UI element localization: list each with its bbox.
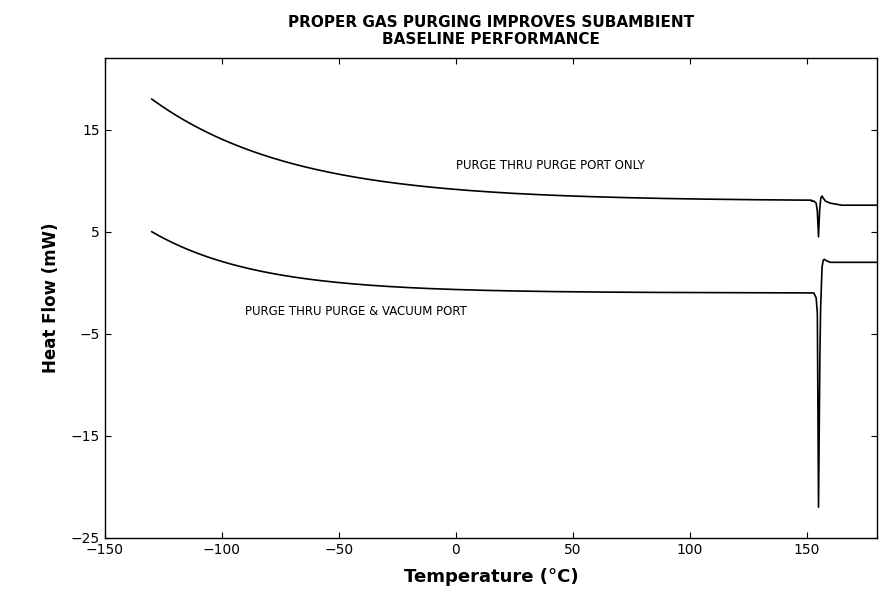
Y-axis label: Heat Flow (mW): Heat Flow (mW): [42, 223, 60, 373]
Text: PURGE THRU PURGE PORT ONLY: PURGE THRU PURGE PORT ONLY: [456, 159, 645, 172]
Text: PURGE THRU PURGE & VACUUM PORT: PURGE THRU PURGE & VACUUM PORT: [245, 305, 467, 318]
X-axis label: Temperature (°C): Temperature (°C): [404, 568, 578, 586]
Title: PROPER GAS PURGING IMPROVES SUBAMBIENT
BASELINE PERFORMANCE: PROPER GAS PURGING IMPROVES SUBAMBIENT B…: [288, 15, 694, 47]
